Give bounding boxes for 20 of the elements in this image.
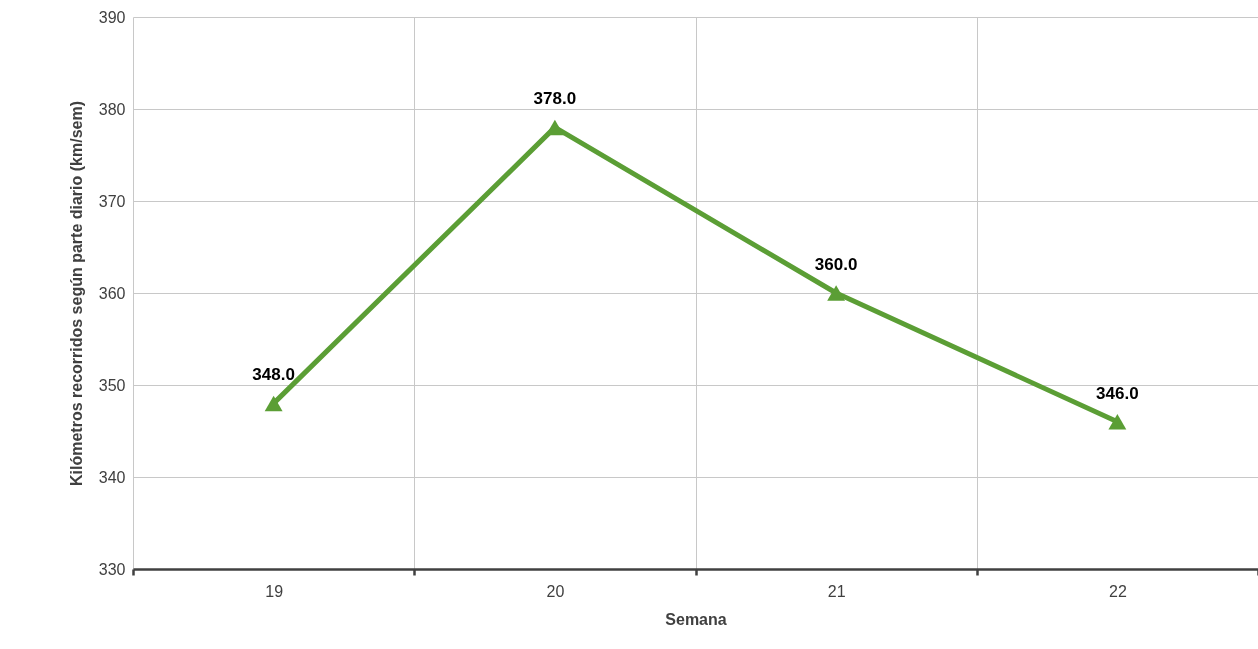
x-tick-label: 19: [265, 582, 284, 600]
y-tick-label: 330: [98, 560, 126, 578]
point: [827, 285, 846, 301]
y-tick-label: 370: [98, 192, 126, 210]
y-tick-label: 390: [98, 8, 126, 26]
x-tick-label: 20: [546, 582, 565, 600]
y-tick-label: 380: [98, 100, 126, 118]
data-label: 378.0: [533, 89, 577, 109]
data-label: 346.0: [1096, 383, 1139, 403]
point: [264, 395, 283, 412]
y-tick-label: 350: [98, 376, 126, 394]
x-axis-title: Semana: [665, 610, 727, 628]
x-tick-label: 22: [1108, 582, 1127, 600]
x-tick-label: 21: [827, 582, 846, 600]
y-axis-title: Kilómetros recorridos según parte diario (km/sem): [67, 101, 85, 486]
y-tick-label: 340: [98, 468, 126, 486]
y-tick-label: 360: [98, 284, 126, 302]
data-label: 348.0: [252, 365, 295, 385]
point: [1108, 414, 1127, 430]
data-label: 360.0: [814, 255, 858, 274]
